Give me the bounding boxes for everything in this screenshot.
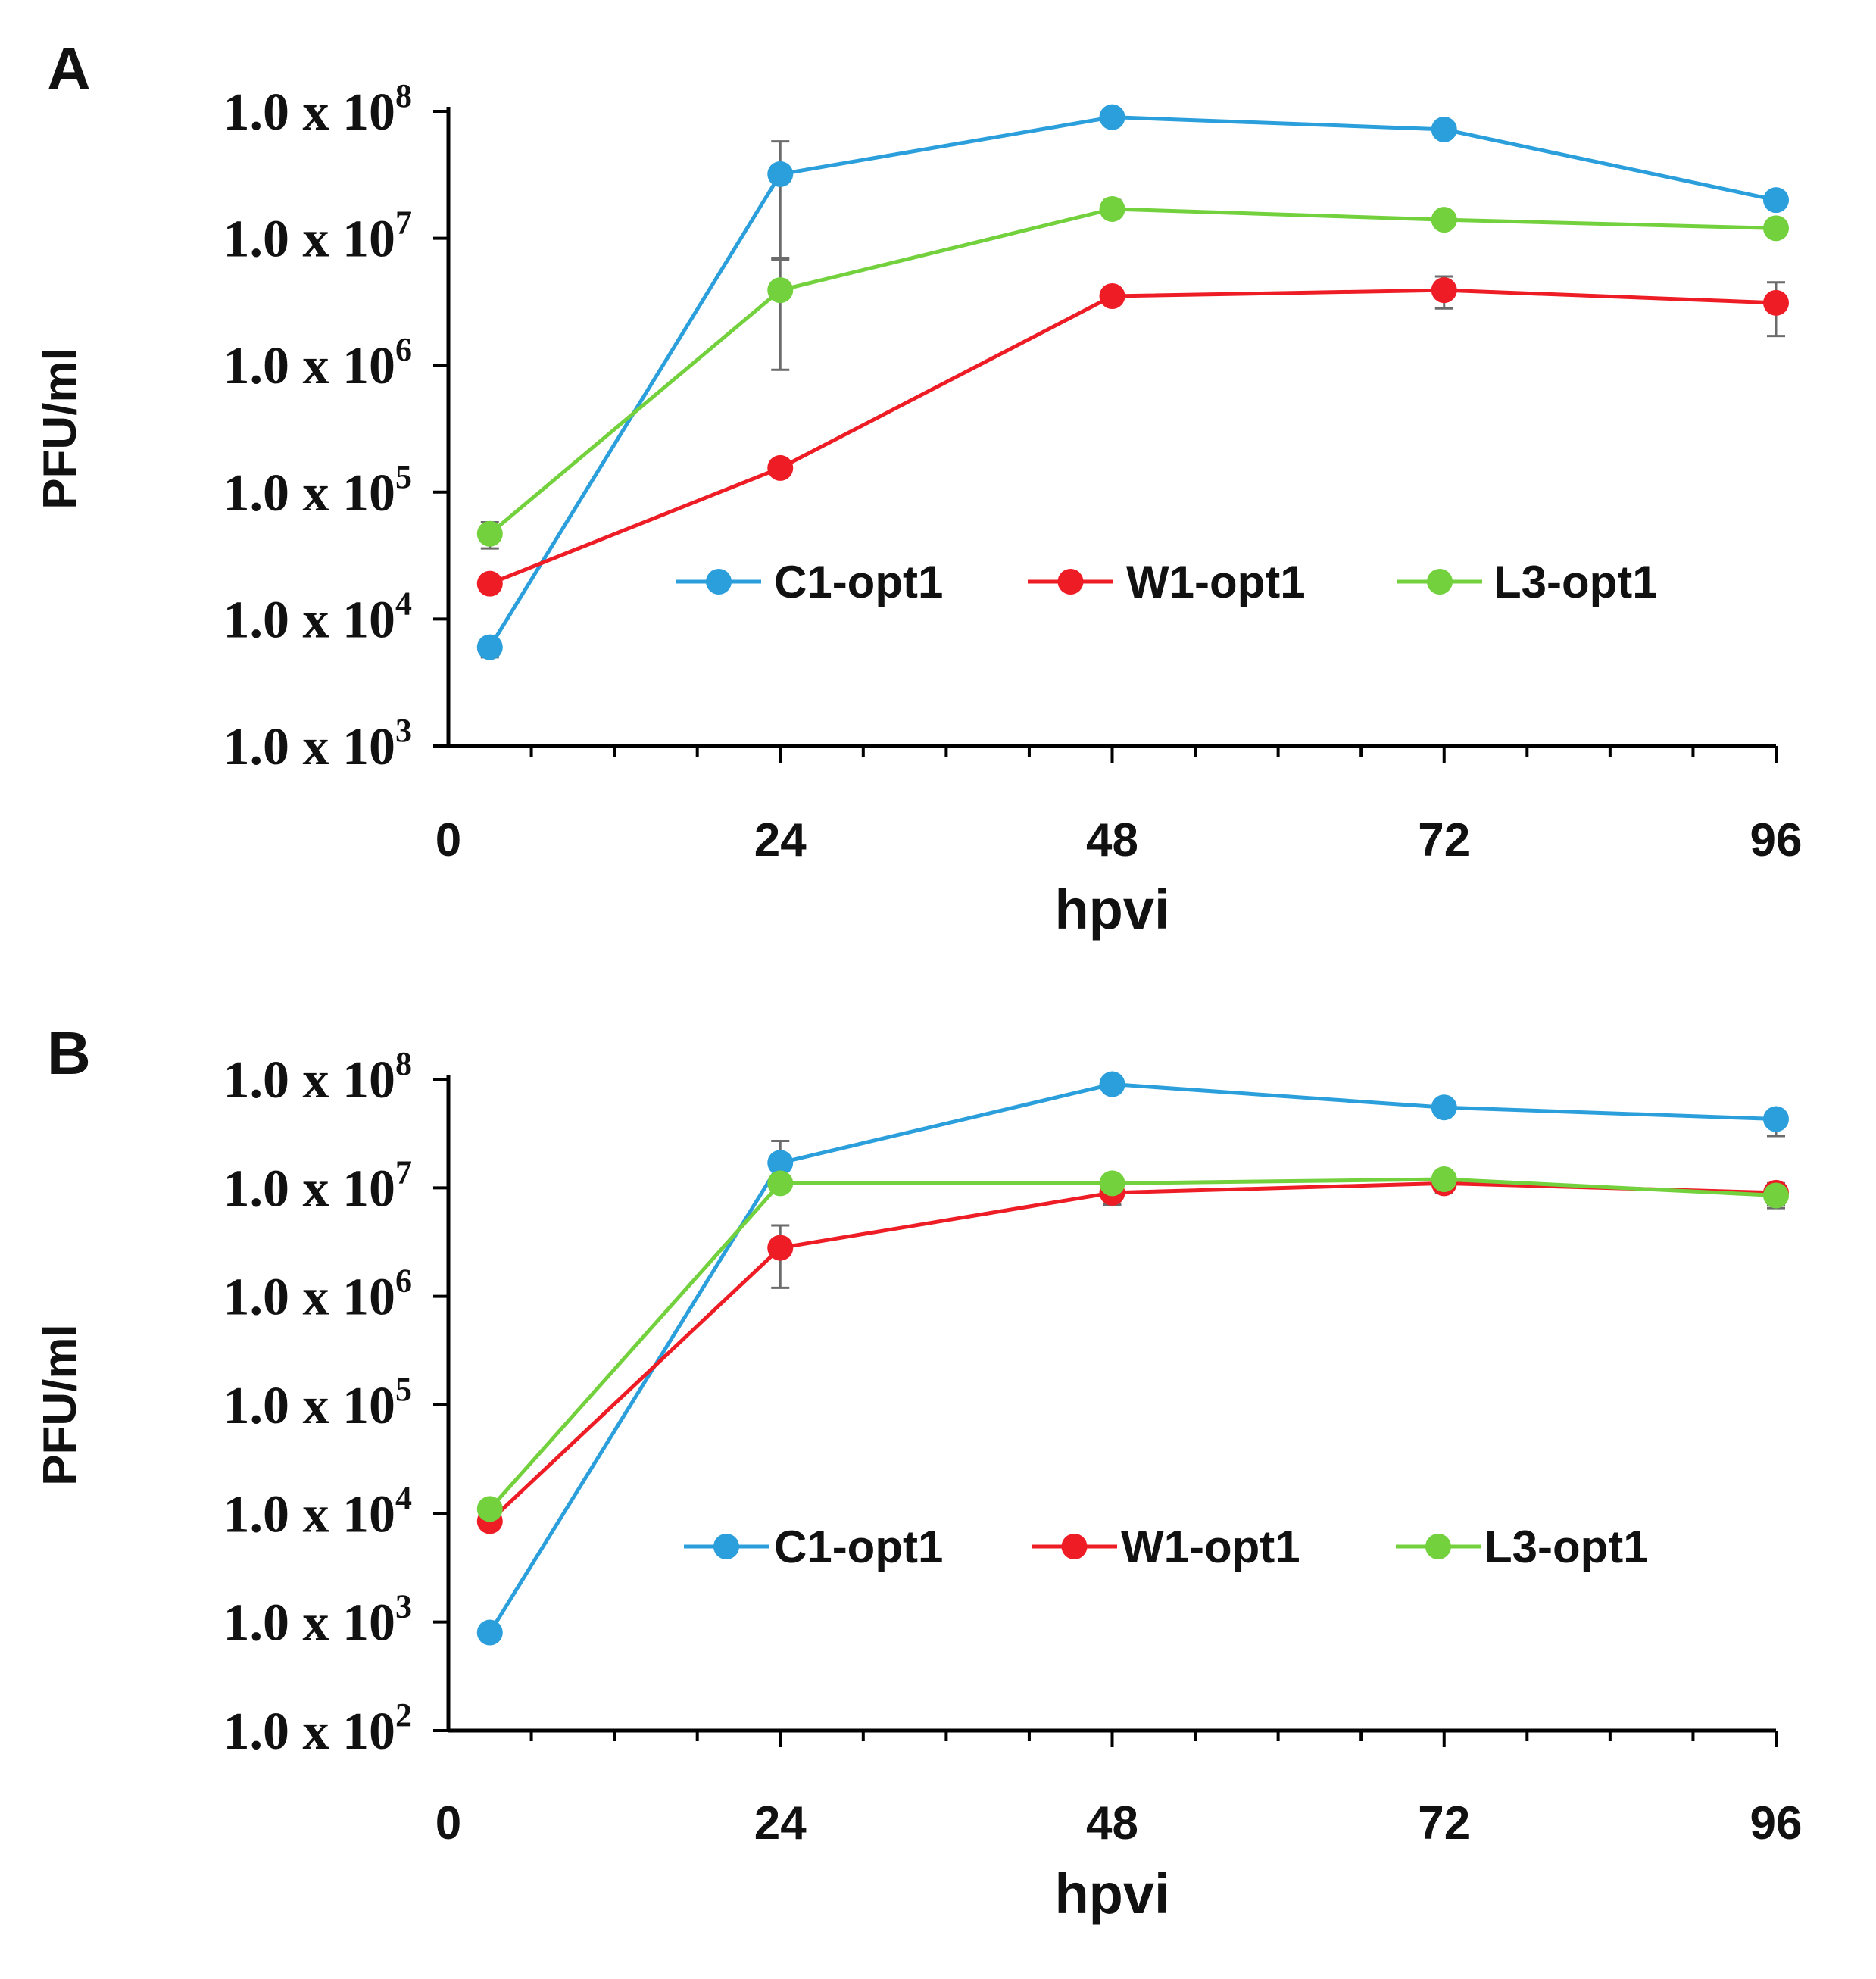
x-axis-label: hpvi	[1054, 878, 1169, 941]
legend-marker	[1061, 1534, 1088, 1559]
y-tick-label: 1.0 x 102	[223, 1697, 413, 1761]
x-tick-label: 72	[1418, 1797, 1470, 1849]
y-tick-label: 1.0 x 103	[223, 1588, 413, 1653]
data-point	[1431, 207, 1457, 233]
x-tick-label: 96	[1750, 814, 1803, 866]
legend-label: C1-opt1	[774, 557, 943, 607]
series-line	[489, 1181, 1777, 1523]
series-line	[488, 1177, 1777, 1511]
data-point	[1763, 187, 1789, 214]
data-point	[767, 454, 794, 481]
legend-marker	[713, 1534, 739, 1559]
series-w1-opt1	[476, 275, 1789, 597]
legend-label: W1-opt1	[1121, 1522, 1300, 1572]
data-point	[767, 277, 794, 304]
series-c1-opt1	[476, 104, 1789, 660]
y-axis-label: PFU/ml	[34, 348, 86, 510]
chart-panel-b: B 1.0 x 108 1.0 x 107 1.0 x 106 1.0 x 105 1.0…	[34, 1019, 1802, 1925]
data-point	[1099, 1170, 1125, 1197]
data-point	[476, 634, 503, 660]
data-point	[1099, 283, 1125, 310]
legend-marker	[1425, 1534, 1451, 1559]
legend-marker	[1057, 569, 1084, 595]
legend-label: W1-opt1	[1126, 557, 1306, 607]
data-point	[1431, 1094, 1457, 1121]
data-point	[476, 570, 503, 597]
x-tick-label: 24	[754, 1797, 807, 1849]
y-tick-label: 1.0 x 103	[223, 712, 413, 776]
legend-label: L3-opt1	[1494, 557, 1658, 607]
x-tick-label: 96	[1750, 1797, 1803, 1849]
legend-item: W1-opt1	[1028, 557, 1306, 607]
series-l3-opt1	[476, 195, 1789, 550]
data-point	[1763, 215, 1789, 242]
data-point	[1763, 289, 1789, 316]
data-point	[1431, 277, 1457, 304]
data-point	[476, 1619, 503, 1646]
y-tick-label: 1.0 x 106	[223, 1263, 413, 1327]
data-point	[767, 161, 794, 187]
series-c1-opt1	[476, 1071, 1789, 1646]
y-tick-label: 1.0 x 107	[223, 1153, 413, 1218]
y-tick-label: 1.0 x 108	[223, 1045, 413, 1110]
legend-item: C1-opt1	[684, 1522, 943, 1572]
data-point	[767, 1170, 794, 1197]
data-point	[767, 1235, 794, 1261]
series-w1-opt1	[476, 1170, 1789, 1534]
x-tick-label: 48	[1086, 1797, 1138, 1849]
legend-item: L3-opt1	[1397, 557, 1658, 607]
y-tick-label: 1.0 x 106	[223, 331, 413, 395]
y-axis-label: PFU/ml	[34, 1324, 86, 1486]
x-tick-label: 24	[754, 814, 807, 866]
y-tick-label: 1.0 x 105	[223, 458, 413, 523]
y-tick-label: 1.0 x 104	[223, 585, 413, 649]
panel-label: B	[47, 1019, 91, 1087]
data-point	[476, 1496, 503, 1522]
x-tick-label: 0	[435, 1797, 461, 1849]
panel-label: A	[47, 35, 91, 102]
x-axis-label: hpvi	[1054, 1862, 1169, 1925]
y-tick-label: 1.0 x 104	[223, 1479, 413, 1544]
legend-item: C1-opt1	[676, 557, 943, 607]
legend-label: L3-opt1	[1484, 1522, 1649, 1572]
x-tick-label: 0	[435, 814, 461, 866]
data-point	[1763, 1106, 1789, 1132]
data-point	[1431, 116, 1457, 142]
data-point	[1099, 195, 1125, 222]
legend-marker	[1427, 569, 1453, 595]
data-point	[767, 1150, 794, 1176]
y-tick-label: 1.0 x 108	[223, 77, 413, 142]
series-line	[489, 207, 1777, 535]
legend-marker	[706, 569, 732, 595]
data-point	[476, 520, 503, 547]
data-point	[1099, 1071, 1125, 1097]
x-tick-label: 48	[1086, 814, 1138, 866]
y-tick-label: 1.0 x 107	[223, 204, 413, 269]
legend-item: W1-opt1	[1032, 1522, 1300, 1572]
data-point	[1431, 1166, 1457, 1192]
chart-panel-a: A 1.0 x 108 1.0 x 107 1.0 x 106 1.0 x 105 1.0…	[34, 35, 1802, 941]
data-point	[1099, 104, 1125, 130]
series-l3-opt1	[476, 1166, 1789, 1522]
data-point	[1763, 1182, 1789, 1209]
legend-label: C1-opt1	[774, 1522, 943, 1572]
y-tick-label: 1.0 x 105	[223, 1371, 413, 1435]
legend-item: L3-opt1	[1396, 1522, 1649, 1572]
x-tick-label: 72	[1418, 814, 1470, 866]
